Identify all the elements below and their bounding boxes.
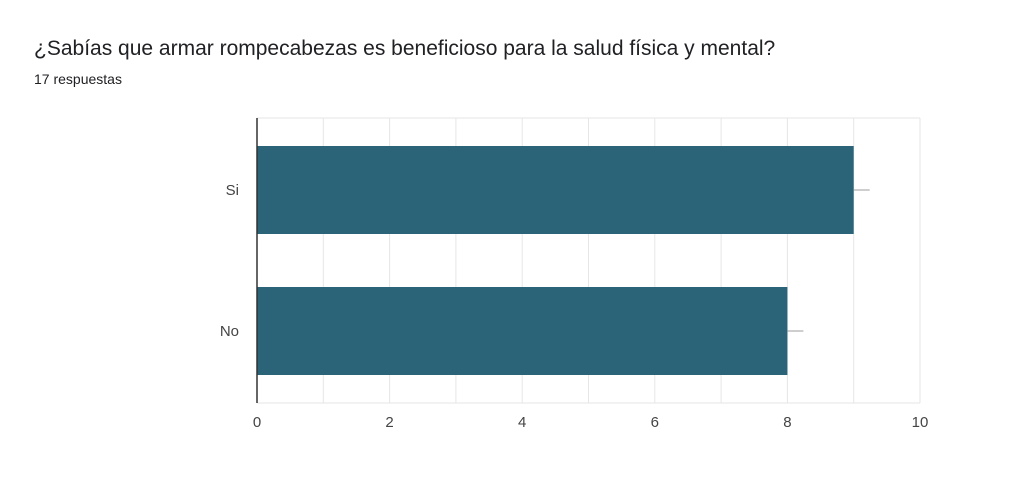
category-label: No <box>220 323 239 340</box>
category-label: Si <box>226 182 239 199</box>
x-tick-label: 0 <box>253 414 261 431</box>
x-tick-label: 6 <box>651 414 659 431</box>
x-tick-label: 4 <box>518 414 526 431</box>
x-tick-label: 8 <box>783 414 791 431</box>
bars <box>257 146 870 375</box>
question-title: ¿Sabías que armar rompecabezas es benefi… <box>34 37 776 60</box>
response-count: 17 respuestas <box>34 71 122 87</box>
x-tick-label: 2 <box>385 414 393 431</box>
labels: Si No 0 2 4 6 8 10 <box>220 182 929 431</box>
bar-no <box>257 287 788 375</box>
x-tick-label: 10 <box>912 414 929 431</box>
bar-si <box>257 146 854 234</box>
